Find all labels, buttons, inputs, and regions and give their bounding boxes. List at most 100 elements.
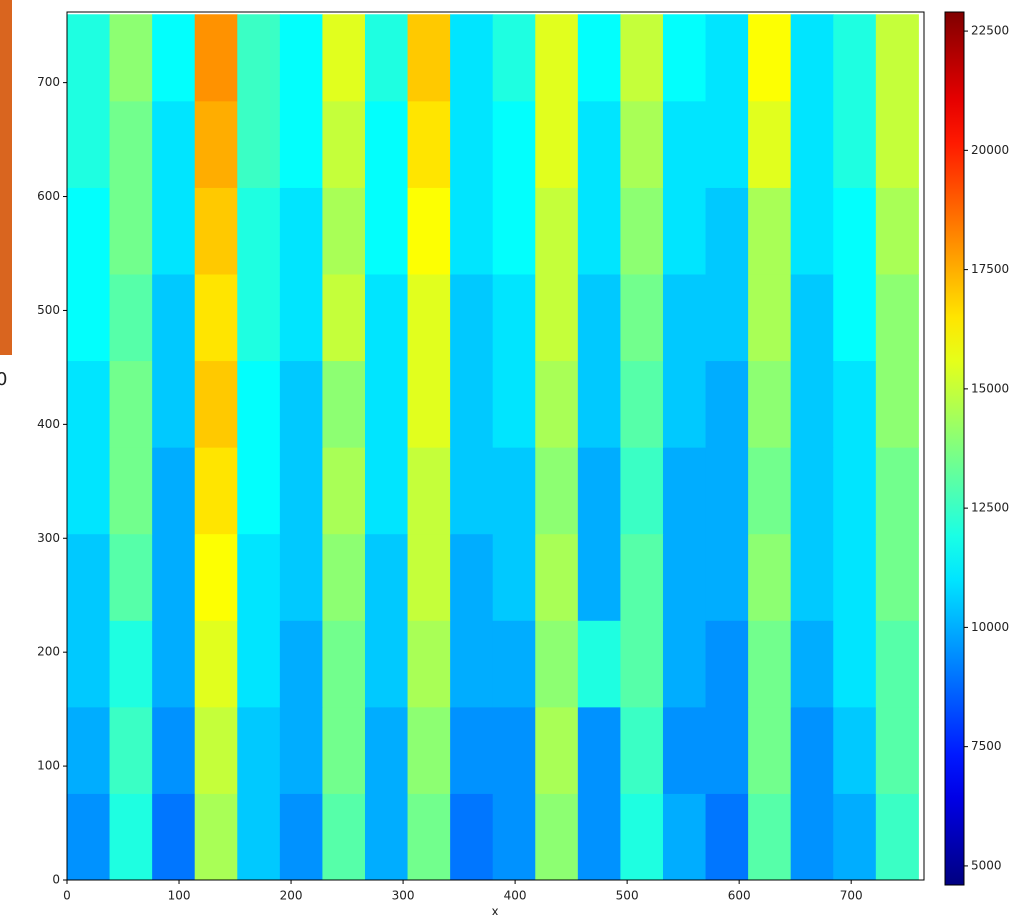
heatmap-cell [748,14,792,102]
heatmap-cell [662,793,707,881]
heatmap-cell [620,620,664,708]
heatmap-cell [748,793,792,881]
plot-frame [66,11,925,881]
heatmap-cell [407,447,451,535]
heatmap-cell [620,187,664,275]
heatmap-cell [705,447,749,535]
heatmap-cell [450,533,494,621]
heatmap-cell [450,620,494,708]
heatmap-cell [322,187,366,275]
heatmap-cell [748,100,792,188]
heatmap-cell [662,100,707,188]
heatmap-cell [67,187,111,275]
heatmap-cell [407,100,451,188]
heatmap-cell [492,360,536,448]
heatmap-cell [322,14,366,102]
heatmap-cell [535,447,579,535]
heatmap-cell [67,14,111,102]
heatmap-cell [237,447,281,535]
heatmap-cell [577,360,621,448]
heatmap-cell [237,360,281,448]
heatmap-cell [407,360,451,448]
heatmap-cell [662,706,707,794]
heatmap-cell [279,100,323,188]
heatmap-cell [705,360,749,448]
heatmap-cell [705,273,749,362]
heatmap-cell [705,100,749,188]
colorbar-tick-label: 22500 [971,24,1009,38]
heatmap-cell [833,187,877,275]
heatmap-cell [748,620,792,708]
heatmap-cell [450,273,494,362]
y-tick-label: 300 [37,531,60,545]
heatmap-cell [364,14,409,102]
heatmap-cell [748,447,792,535]
heatmap-cell [364,620,409,708]
heatmap-cell [705,620,749,708]
heatmap-cell [535,360,579,448]
heatmap-cell [875,273,919,362]
x-tick-label: 100 [168,889,191,903]
heatmap-cell [279,273,323,362]
heatmap-cell [194,187,238,275]
x-axis-label: x [491,905,498,915]
heatmap-cell [790,447,834,535]
heatmap-cell [748,187,792,275]
heatmap-cell [194,273,238,362]
heatmap-cell [492,14,536,102]
y-tick-label: 600 [37,189,60,203]
heatmap-cell [194,447,238,535]
heatmap-cell [833,706,877,794]
heatmap-cell [279,187,323,275]
heatmap-cell [492,620,536,708]
heatmap-cell [407,14,451,102]
heatmap-cell [67,793,111,881]
heatmap-cell [620,447,664,535]
heatmap-cell [620,100,664,188]
x-tick-label: 600 [728,889,751,903]
heatmap-cell [790,620,834,708]
heatmap-cell [237,100,281,188]
heatmap [67,14,919,881]
heatmap-cell [577,100,621,188]
heatmap-cell [662,187,707,275]
heatmap-cell [875,793,919,881]
heatmap-cell [237,533,281,621]
heatmap-cell [833,533,877,621]
heatmap-cell [535,100,579,188]
heatmap-cell [237,187,281,275]
heatmap-cell [620,360,664,448]
heatmap-cell [535,187,579,275]
heatmap-cell [237,273,281,362]
heatmap-cell [364,533,409,621]
heatmap-cell [237,793,281,881]
heatmap-cell [322,620,366,708]
heatmap-cell [109,793,153,881]
heatmap-cell [875,100,919,188]
heatmap-cell [535,620,579,708]
heatmap-cell [662,447,707,535]
heatmap-cell [67,273,111,362]
heatmap-cell [322,100,366,188]
heatmap-cell [194,100,238,188]
heatmap-cell [152,100,196,188]
heatmap-cell [322,273,366,362]
heatmap-cell [450,793,494,881]
heatmap-cell [279,533,323,621]
heatmap-cell [620,793,664,881]
heatmap-cell [279,793,323,881]
heatmap-cell [194,533,238,621]
heatmap-cell [450,360,494,448]
colorbar [944,11,965,886]
heatmap-cell [790,187,834,275]
heatmap-cell [577,706,621,794]
heatmap-cell [833,793,877,881]
colorbar-tick-label: 5000 [971,858,1002,872]
heatmap-cell [67,533,111,621]
x-tick-label: 0 [63,889,71,903]
heatmap-cell [450,100,494,188]
heatmap-cell [152,447,196,535]
heatmap-cell [790,14,834,102]
heatmap-cell [364,273,409,362]
